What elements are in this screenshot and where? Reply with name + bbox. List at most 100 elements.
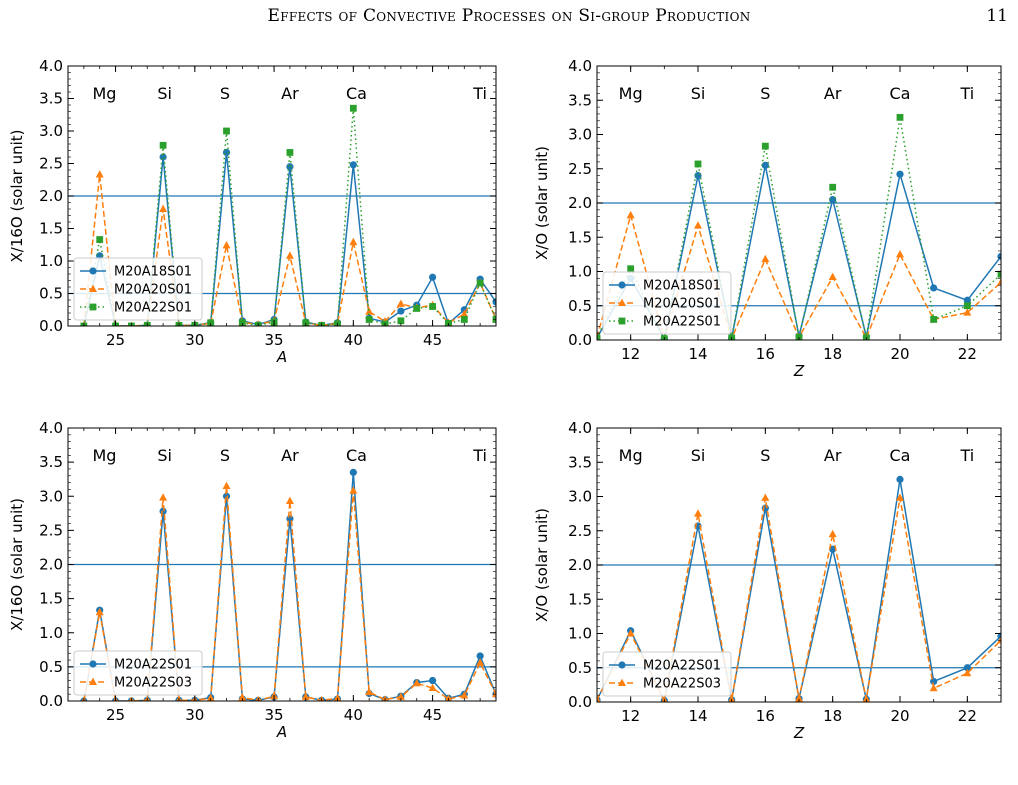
data-point: [963, 296, 971, 304]
element-label-si: Si: [157, 446, 172, 465]
y-tick-label: 1.5: [39, 220, 63, 238]
y-tick-label: 3.0: [39, 487, 63, 505]
data-point: [997, 278, 1001, 286]
data-point: [428, 683, 437, 692]
data-point: [963, 668, 972, 677]
y-tick-label: 0.0: [39, 317, 63, 335]
data-point: [627, 265, 635, 273]
x-tick-label: 35: [265, 331, 284, 349]
data-point: [896, 170, 904, 178]
data-point: [223, 127, 230, 135]
running-head: Effects of Convective Processes on Si-gr…: [0, 0, 1018, 40]
element-label-mg: Mg: [619, 446, 643, 465]
y-axis-label: X/O (solar unit): [533, 508, 551, 622]
data-point: [896, 493, 904, 501]
legend-entry-m20a22s01: M20A22S01: [643, 315, 721, 330]
data-point: [694, 160, 702, 168]
chart-bottom-right: 12 14 16 18 20 22 0.0 0.5 1.0 1.5 2.0 2.5 3.0 3.5 4.0 Z…: [533, 419, 1002, 742]
legend: [602, 271, 732, 335]
element-label-s: S: [220, 84, 230, 103]
y-axis-label: X/16O (solar unit): [8, 498, 26, 631]
element-label-ti: Ti: [472, 84, 487, 103]
x-tick-label: 20: [890, 707, 909, 725]
data-point: [159, 493, 168, 501]
y-tick-label: 0.5: [568, 297, 592, 315]
element-label-ar: Ar: [824, 446, 842, 465]
y-tick-label: 1.5: [39, 590, 63, 608]
element-label-mg: Mg: [619, 84, 643, 103]
element-label-mg: Mg: [92, 84, 116, 103]
legend-entry-m20a22s01: M20A22S01: [643, 659, 721, 674]
y-tick-label: 1.0: [568, 263, 592, 281]
y-tick-label: 3.0: [39, 122, 63, 140]
data-point: [694, 221, 702, 229]
y-tick-label: 2.0: [568, 194, 592, 212]
data-point: [460, 309, 469, 318]
data-point: [476, 652, 484, 660]
data-point: [862, 694, 871, 702]
x-tick-label: 35: [265, 706, 284, 724]
y-tick-label: 0.0: [568, 331, 592, 349]
x-tick-label: 30: [185, 706, 204, 724]
element-label-s: S: [760, 446, 770, 465]
data-point: [896, 113, 904, 121]
y-tick-label: 2.0: [39, 187, 63, 205]
running-title: Effects of Convective Processes on Si-gr…: [267, 6, 751, 26]
y-tick-label: 0.5: [39, 658, 63, 676]
legend: [602, 651, 732, 697]
page-number: 11: [986, 6, 1008, 26]
data-point: [412, 678, 421, 687]
element-label-ar: Ar: [281, 446, 299, 465]
x-tick-label: 16: [756, 345, 775, 363]
y-tick-label: 0.5: [39, 285, 63, 303]
chart-top-left: 25 30 35 40 45 0.0 0.5 1.0 1.5 2.0 2.5 3.0 3.5 4.0 A X/…: [8, 57, 497, 366]
data-point: [963, 664, 971, 672]
legend-entry-m20a20s01: M20A20S01: [114, 283, 192, 298]
y-tick-label: 2.5: [39, 155, 63, 173]
y-tick-label: 3.5: [568, 91, 592, 109]
y-tick-label: 1.0: [568, 625, 592, 643]
data-point: [286, 163, 294, 171]
y-tick-label: 3.0: [568, 488, 592, 506]
y-tick-label: 4.0: [568, 419, 592, 437]
data-point: [301, 692, 310, 700]
data-point: [349, 237, 358, 246]
data-point: [365, 687, 374, 696]
data-point: [159, 153, 167, 161]
x-tick-label: 22: [958, 345, 977, 363]
data-point: [238, 319, 246, 326]
y-tick-label: 1.0: [39, 252, 63, 270]
y-tick-label: 1.5: [568, 228, 592, 246]
data-point: [896, 475, 904, 483]
data-point: [930, 677, 938, 686]
x-tick-label: 14: [688, 707, 707, 725]
data-point: [929, 683, 938, 692]
data-point: [95, 170, 104, 178]
data-point: [476, 279, 484, 287]
element-label-ca: Ca: [346, 84, 367, 103]
data-point: [302, 319, 310, 326]
data-point: [349, 161, 357, 169]
data-point: [238, 693, 247, 701]
data-point: [349, 486, 358, 494]
x-tick-label: 12: [621, 345, 640, 363]
legend-entry-m20a22s03: M20A22S03: [643, 677, 721, 692]
y-tick-label: 1.0: [39, 624, 63, 642]
data-point: [626, 210, 635, 219]
series-line-m20a22s03: [83, 485, 496, 701]
data-point: [828, 272, 837, 280]
element-label-ar: Ar: [281, 84, 299, 103]
data-point: [159, 141, 167, 149]
legend: [73, 650, 203, 696]
x-axis-label: Z: [793, 724, 805, 742]
element-label-ti: Ti: [959, 446, 974, 465]
chart-bottom-left: 25 30 35 40 45 0.0 0.5 1.0 1.5 2.0 2.5 3.0 3.5 4.0 A X/…: [8, 419, 497, 741]
element-label-mg: Mg: [92, 446, 116, 465]
data-point: [795, 333, 803, 340]
element-label-si: Si: [691, 84, 706, 103]
data-point: [396, 299, 405, 307]
legend-entry-m20a20s01: M20A20S01: [643, 297, 721, 312]
x-tick-label: 22: [958, 707, 977, 725]
x-tick-label: 40: [344, 331, 363, 349]
data-point: [460, 691, 469, 699]
